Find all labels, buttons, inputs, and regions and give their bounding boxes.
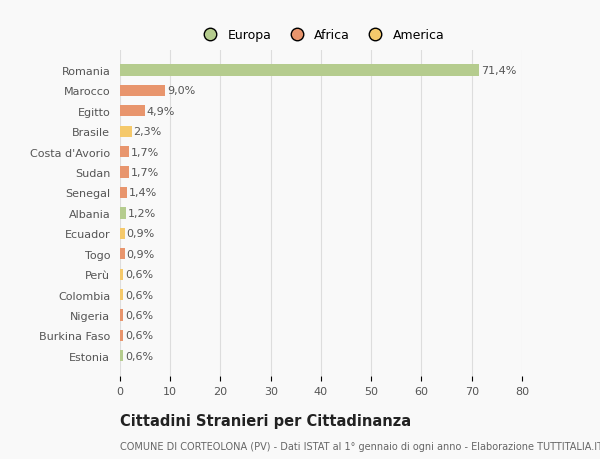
Bar <box>120 289 123 301</box>
Text: 0,9%: 0,9% <box>127 229 155 239</box>
Text: 0,6%: 0,6% <box>125 290 153 300</box>
Text: 1,4%: 1,4% <box>129 188 157 198</box>
Bar <box>120 147 128 158</box>
Bar <box>120 330 123 341</box>
Text: Cittadini Stranieri per Cittadinanza: Cittadini Stranieri per Cittadinanza <box>120 413 411 428</box>
Text: 0,9%: 0,9% <box>127 249 155 259</box>
Text: 71,4%: 71,4% <box>481 66 516 76</box>
Bar <box>120 86 165 97</box>
Bar <box>120 187 127 199</box>
Text: 9,0%: 9,0% <box>167 86 196 96</box>
Text: 0,6%: 0,6% <box>125 330 153 341</box>
Bar <box>120 167 128 178</box>
Bar <box>120 106 145 117</box>
Bar <box>120 269 123 280</box>
Bar <box>120 310 123 321</box>
Bar <box>120 208 126 219</box>
Text: 1,7%: 1,7% <box>131 168 159 178</box>
Legend: Europa, Africa, America: Europa, Africa, America <box>193 24 449 47</box>
Text: 2,3%: 2,3% <box>134 127 162 137</box>
Bar <box>120 126 131 138</box>
Text: 0,6%: 0,6% <box>125 269 153 280</box>
Text: 4,9%: 4,9% <box>146 106 175 117</box>
Text: 1,2%: 1,2% <box>128 208 156 218</box>
Text: 1,7%: 1,7% <box>131 147 159 157</box>
Bar <box>120 65 479 77</box>
Bar <box>120 228 125 240</box>
Text: 0,6%: 0,6% <box>125 310 153 320</box>
Bar <box>120 350 123 362</box>
Text: 0,6%: 0,6% <box>125 351 153 361</box>
Text: COMUNE DI CORTEOLONA (PV) - Dati ISTAT al 1° gennaio di ogni anno - Elaborazione: COMUNE DI CORTEOLONA (PV) - Dati ISTAT a… <box>120 441 600 451</box>
Bar <box>120 249 125 260</box>
